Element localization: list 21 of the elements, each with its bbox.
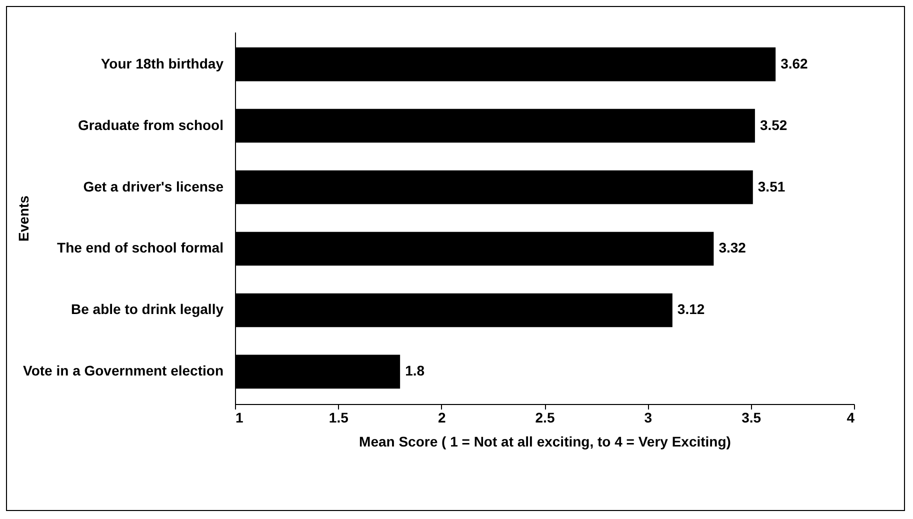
x-tick-label: 3.5 [742, 410, 762, 426]
y-tick-label: Be able to drink legally [71, 301, 224, 318]
y-tick-label: The end of school formal [57, 240, 224, 256]
y-tick-label: Your 18th birthday [100, 55, 224, 72]
data-label: 3.12 [677, 301, 705, 318]
x-axis-title: Mean Score ( 1 = Not at all exciting, to 4 = Very Exciting) [359, 434, 731, 450]
y-tick-label: Get a driver's license [83, 178, 224, 194]
data-label: 3.32 [718, 240, 746, 256]
data-label: 3.52 [760, 116, 788, 133]
y-tick-label: Vote in a Government election [23, 362, 224, 379]
y-axis-title: Events [16, 195, 32, 242]
data-label: 1.8 [405, 362, 425, 379]
x-tick-label: 1 [236, 410, 244, 426]
data-label: 3.51 [758, 178, 786, 194]
x-tick-label: 3 [644, 410, 652, 426]
x-tick-label: 2.5 [535, 410, 555, 426]
x-tick-label: 1.5 [328, 410, 349, 426]
x-tick-label: 4 [846, 410, 855, 426]
x-tick-label: 2 [438, 410, 446, 426]
data-label: 3.62 [780, 55, 808, 72]
y-tick-label: Graduate from school [78, 116, 224, 133]
